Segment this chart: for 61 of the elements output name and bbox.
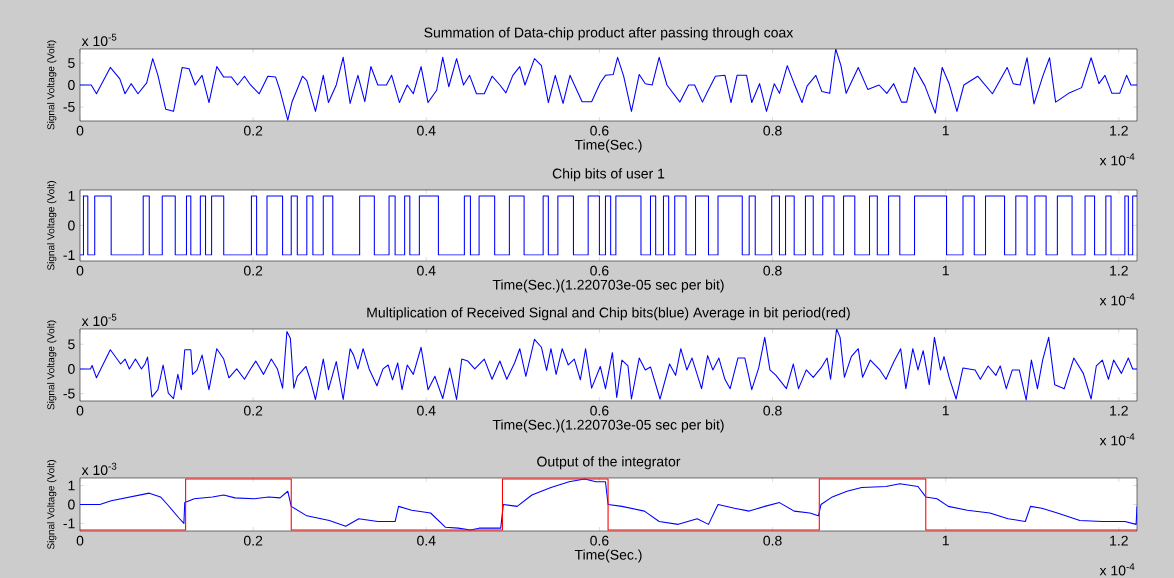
chart-title: Summation of Data-chip product after passing through coax [424,27,794,41]
x-tick-label: 0.4 [417,265,436,276]
x-tick-label: 0 [76,405,84,416]
x-tick-label: 1 [942,535,949,546]
x-axis-title: Time(Sec.) [574,549,642,563]
y-tick-label: 5 [68,58,75,68]
y-axis-title: Signal Voltage (Volt) [47,40,57,130]
y-axis-title: Signal Voltage (Volt) [47,320,57,410]
x-axis-title: Time(Sec.)(1.220703e-05 sec per bit) [492,419,724,433]
x-tick-label: 0 [76,535,84,546]
x-tick-label: 0.2 [243,405,263,416]
x-tick-label: 0 [76,265,84,276]
text: x 10$^{-3}$ [81,462,117,476]
chart-title: Chip bits of user 1 [552,168,665,182]
x-tick-label: 1 [942,265,949,276]
y-tick-label: -5 [63,388,75,399]
x-tick-label: 0.2 [243,265,263,276]
x-tick-label: 1.2 [1110,265,1128,276]
y-tick-label: 0 [68,220,75,231]
x-tick-label: 0.4 [417,535,436,546]
y-tick-label: 1 [68,191,75,201]
x-tick-label: 0.6 [590,125,609,136]
chart-title: Multiplication of Received Signal and Chip bits(blue) Average in bit period(red) [367,307,850,321]
text: x 10$^{-4}$ [1099,293,1135,306]
x-tick-label: 1 [942,405,949,416]
line-series [80,328,1137,401]
y-tick-label: 0 [68,363,75,374]
x-tick-label: 1.2 [1110,535,1128,546]
x-tick-label: 0.6 [590,535,609,546]
text: x 10$^{-5}$ [81,313,117,327]
line-series [80,48,1137,121]
x-axis-title: Time(Sec.)(1.220703e-05 sec per bit) [492,279,724,293]
x-tick-label: 1 [942,125,949,136]
x-tick-label: 0.4 [417,125,436,136]
x-axis-title: Time(Sec.) [574,139,642,153]
x-tick-label: 0.6 [590,405,609,416]
x-tick-label: 0.4 [417,405,436,416]
y-tick-label: 1 [68,480,75,491]
text: x 10$^{-4}$ [1099,563,1135,576]
y-tick-label: -1 [63,518,75,529]
text: x 10$^{-4}$ [1099,433,1135,446]
y-axis-title: Signal Voltage (Volt) [47,181,57,271]
x-tick-label: 1.2 [1110,125,1128,136]
y-tick-label: -1 [63,250,75,260]
y-tick-label: -5 [63,102,75,112]
x-tick-label: 0.2 [243,535,263,546]
text: x 10$^{-4}$ [1099,153,1135,166]
x-tick-label: 0 [76,125,84,136]
y-tick-label: 0 [68,499,75,510]
text: x 10$^{-5}$ [81,33,117,47]
x-tick-label: 0.8 [763,125,782,136]
x-tick-label: 0.6 [590,265,609,276]
y-tick-label: 5 [68,339,75,350]
chart-title: Output of the integrator [537,456,681,470]
x-tick-label: 1.2 [1110,405,1128,416]
y-tick-label: 0 [68,80,75,90]
x-tick-label: 0.8 [763,405,782,416]
x-tick-label: 0.2 [243,125,263,136]
x-tick-label: 0.8 [763,265,782,276]
x-tick-label: 0.8 [763,535,782,546]
y-axis-title: Signal Voltage (Volt) [47,460,57,550]
